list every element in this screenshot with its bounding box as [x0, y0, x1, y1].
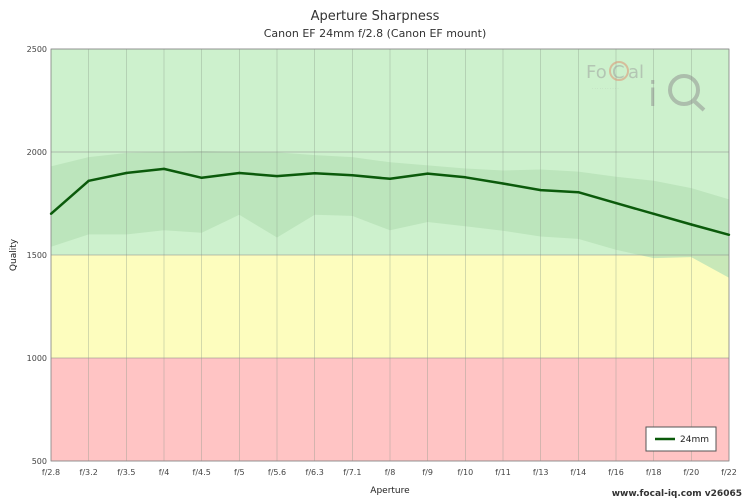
x-tick-label: f/4.5 [193, 468, 211, 477]
svg-text:i: i [648, 75, 657, 115]
data-point [388, 177, 392, 180]
x-tick-label: f/3.5 [117, 468, 135, 477]
legend: 24mm [645, 426, 717, 452]
svg-text:al: al [628, 62, 644, 83]
x-tick-label: f/5.6 [268, 468, 286, 477]
x-tick-label: f/8 [385, 468, 396, 477]
data-point [238, 171, 241, 175]
svg-text:C: C [612, 62, 625, 83]
data-point [577, 190, 580, 194]
y-axis-label: Quality [9, 238, 19, 271]
data-point [501, 182, 505, 185]
x-tick-label: f/4 [159, 468, 170, 477]
x-tick-label: f/9 [422, 468, 433, 477]
data-point [426, 172, 429, 175]
grid-lines [50, 48, 730, 462]
x-tick-label: f/10 [457, 468, 473, 477]
data-point [200, 176, 203, 179]
x-tick-labels: f/2.8 f/3.2 f/3.5 f/4 f/4.5 f/5 f/5.6 f/6.3 f/7.… [42, 468, 737, 477]
x-tick-label: f/22 [721, 468, 737, 477]
data-point [49, 212, 53, 215]
data-point [162, 167, 166, 171]
data-point [727, 233, 731, 237]
footer-credit: www.focal-iq.com v26065 [612, 489, 742, 499]
x-tick-label: f/3.2 [80, 468, 98, 477]
x-tick-label: f/6.3 [306, 468, 324, 477]
data-point [614, 201, 618, 205]
data-point [87, 179, 90, 183]
y-tick-label: 1500 [27, 251, 47, 260]
focal-iq-logo: Fo C al i · · · · · · · · · · · [586, 61, 706, 115]
x-tick-label: f/16 [608, 468, 624, 477]
x-tick-label: f/18 [646, 468, 662, 477]
data-point [690, 223, 693, 226]
x-tick-label: f/2.8 [42, 468, 60, 477]
svg-text:Fo: Fo [586, 62, 607, 83]
x-tick-label: f/14 [570, 468, 586, 477]
data-point [652, 212, 655, 215]
data-point [275, 174, 279, 178]
x-tick-label: f/11 [495, 468, 511, 477]
y-tick-label: 2000 [27, 148, 47, 157]
y-tick-label: 1000 [27, 354, 47, 363]
svg-text:· · · · · · · · · · ·: · · · · · · · · · · · [592, 86, 619, 91]
y-tick-label: 500 [32, 457, 47, 466]
data-point [464, 176, 467, 179]
legend-label: 24mm [680, 435, 709, 445]
x-tick-label: f/7.1 [343, 468, 361, 477]
chart-title: Aperture Sharpness [311, 9, 440, 24]
data-point [351, 174, 354, 177]
y-tick-labels: 500 1000 1500 2000 2500 [27, 45, 47, 466]
data-point [313, 172, 316, 175]
x-tick-label: f/5 [234, 468, 245, 477]
x-tick-label: f/20 [683, 468, 699, 477]
data-point [539, 188, 542, 192]
x-tick-label: f/13 [533, 468, 549, 477]
chart-subtitle: Canon EF 24mm f/2.8 (Canon EF mount) [264, 27, 487, 40]
plot-border [50, 48, 730, 462]
y-tick-label: 2500 [27, 45, 47, 54]
series-lines [49, 167, 731, 237]
x-axis-label: Aperture [370, 486, 410, 496]
data-point [125, 171, 128, 175]
